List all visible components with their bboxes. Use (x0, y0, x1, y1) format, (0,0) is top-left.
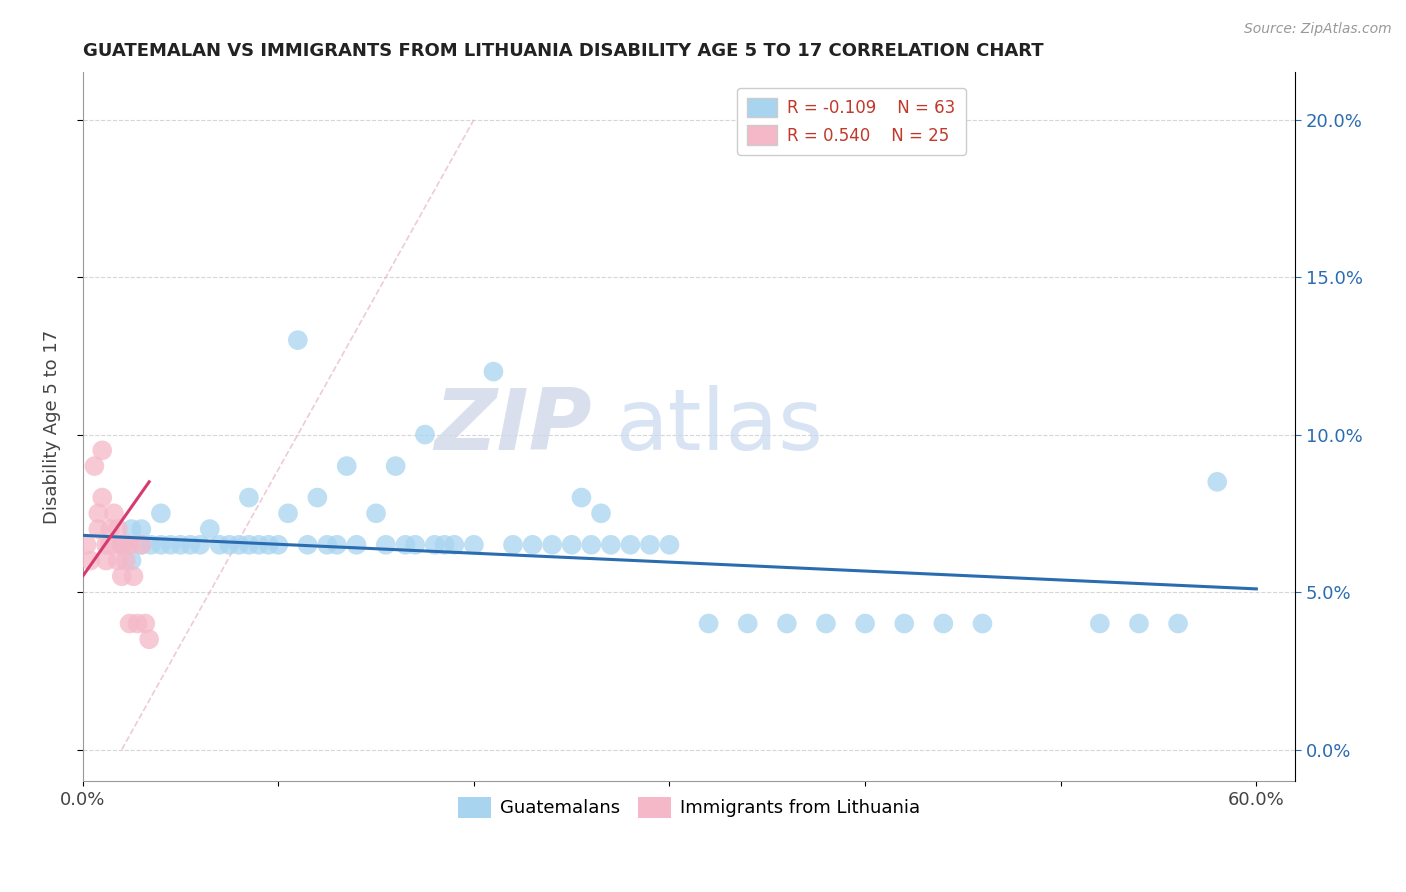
Point (83, 459, 105, 474)
Point (404, 538, 426, 552)
Point (297, 538, 319, 552)
Text: atlas: atlas (616, 385, 824, 468)
Point (188, 538, 211, 552)
Point (581, 538, 603, 552)
Point (277, 506, 299, 520)
Point (737, 616, 759, 631)
Point (1206, 475, 1229, 489)
Point (247, 538, 270, 552)
Point (972, 616, 994, 631)
Point (893, 616, 915, 631)
Point (114, 553, 136, 567)
Point (599, 538, 621, 552)
Point (384, 459, 406, 474)
Point (561, 538, 583, 552)
Point (79, 553, 101, 567)
Point (413, 427, 436, 442)
Point (91, 491, 114, 505)
Point (589, 506, 612, 520)
Point (208, 538, 231, 552)
Point (98, 522, 121, 536)
Point (169, 538, 191, 552)
Point (619, 538, 641, 552)
Point (91, 443, 114, 458)
Point (346, 538, 368, 552)
Point (502, 538, 524, 552)
Point (107, 553, 129, 567)
Point (658, 538, 681, 552)
Point (267, 538, 290, 552)
Point (131, 538, 153, 552)
Point (287, 333, 309, 347)
Point (307, 491, 329, 505)
Point (94, 553, 117, 567)
Legend: Guatemalans, Immigrants from Lithuania: Guatemalans, Immigrants from Lithuania (451, 789, 927, 825)
Point (541, 538, 564, 552)
Text: ZIP: ZIP (434, 385, 592, 468)
Point (433, 538, 456, 552)
Point (316, 538, 339, 552)
Point (149, 506, 172, 520)
Point (111, 538, 134, 552)
Point (98, 538, 121, 552)
Point (932, 616, 955, 631)
Point (571, 491, 593, 505)
Point (814, 616, 837, 631)
Point (238, 491, 260, 505)
Point (423, 538, 446, 552)
Point (134, 616, 156, 631)
Point (76, 538, 98, 552)
Point (179, 538, 201, 552)
Point (218, 538, 240, 552)
Point (103, 506, 125, 520)
Text: GUATEMALAN VS IMMIGRANTS FROM LITHUANIA DISABILITY AGE 5 TO 17 CORRELATION CHART: GUATEMALAN VS IMMIGRANTS FROM LITHUANIA … (83, 42, 1043, 60)
Point (111, 569, 134, 583)
Point (198, 522, 221, 536)
Y-axis label: Disability Age 5 to 17: Disability Age 5 to 17 (44, 329, 60, 524)
Point (326, 538, 349, 552)
Point (522, 538, 544, 552)
Point (228, 538, 250, 552)
Point (638, 538, 661, 552)
Point (122, 569, 145, 583)
Point (394, 538, 416, 552)
Point (257, 538, 280, 552)
Point (131, 538, 153, 552)
Point (364, 506, 387, 520)
Point (159, 538, 181, 552)
Point (139, 538, 162, 552)
Point (111, 538, 134, 552)
Point (127, 616, 149, 631)
Point (853, 616, 876, 631)
Text: Source: ZipAtlas.com: Source: ZipAtlas.com (1244, 22, 1392, 37)
Point (131, 522, 153, 536)
Point (87, 522, 110, 536)
Point (107, 522, 129, 536)
Point (238, 538, 260, 552)
Point (1088, 616, 1111, 631)
Point (118, 616, 141, 631)
Point (118, 538, 141, 552)
Point (1167, 616, 1189, 631)
Point (443, 538, 465, 552)
Point (1128, 616, 1150, 631)
Point (138, 632, 160, 647)
Point (463, 538, 485, 552)
Point (482, 365, 505, 379)
Point (336, 459, 359, 474)
Point (121, 522, 143, 536)
Point (114, 538, 136, 552)
Point (87, 506, 110, 520)
Point (776, 616, 799, 631)
Point (697, 616, 720, 631)
Point (121, 553, 143, 567)
Point (374, 538, 396, 552)
Point (94, 538, 117, 552)
Point (149, 538, 172, 552)
